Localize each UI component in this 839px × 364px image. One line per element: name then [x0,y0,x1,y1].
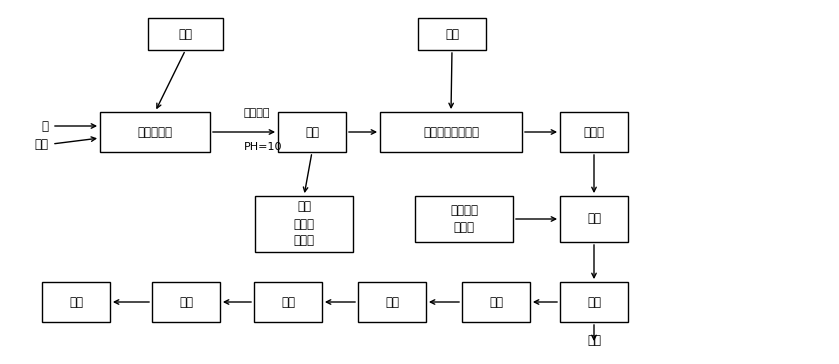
Bar [148,18,223,50]
Bar [415,196,513,242]
Bar [418,18,486,50]
Bar [560,196,628,242]
Bar [152,282,220,322]
Bar [255,196,353,252]
Text: 氢氧化钴（沉淀）: 氢氧化钴（沉淀） [423,126,479,138]
Text: PH=10: PH=10 [244,142,283,152]
Bar [380,112,522,152]
Text: 分离: 分离 [281,296,295,309]
Text: 氢氧化钠: 氢氧化钠 [244,108,270,118]
Text: 盐酸: 盐酸 [445,28,459,40]
Text: 过氧化氢
氯化钡: 过氧化氢 氯化钡 [450,204,478,234]
Text: 干燥: 干燥 [179,296,193,309]
Bar [462,282,530,322]
Bar [42,282,110,322]
Text: 蒸发: 蒸发 [489,296,503,309]
Bar [254,282,322,322]
Text: 除杂: 除杂 [587,213,601,226]
Bar [278,112,346,152]
Bar [560,112,628,152]
Text: 盐酸: 盐酸 [34,138,48,150]
Bar [358,282,426,322]
Text: 钴: 钴 [41,119,48,132]
Text: 滤渣: 滤渣 [587,334,601,347]
Text: 过滤: 过滤 [587,296,601,309]
Text: 结晶: 结晶 [385,296,399,309]
Text: 滤液
氯化钠
硫酸钠: 滤液 氯化钠 硫酸钠 [294,201,315,248]
Bar [560,282,628,322]
Text: 氯化钴: 氯化钴 [583,126,605,138]
Bar [100,112,210,152]
Text: 硫酸: 硫酸 [179,28,192,40]
Text: 合成氯化钴: 合成氯化钴 [138,126,173,138]
Text: 成品: 成品 [69,296,83,309]
Text: 过滤: 过滤 [305,126,319,138]
